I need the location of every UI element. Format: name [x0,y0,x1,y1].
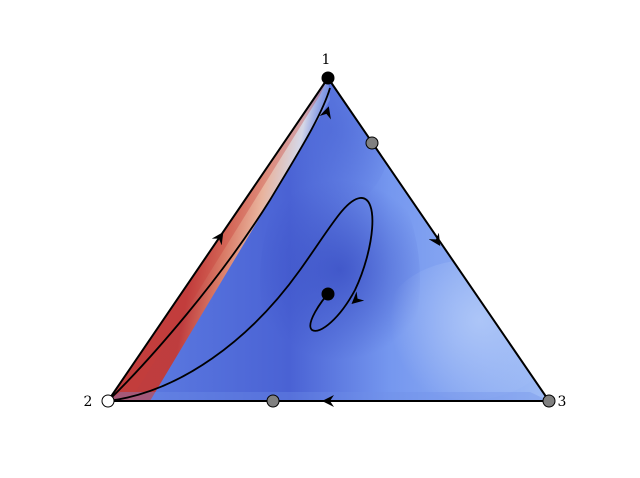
equilibrium-vertex-3 [542,394,556,408]
trajectory-spiral [107,197,374,402]
equilibrium-vertex-2 [101,394,115,408]
equilibrium-vertex-1 [321,71,335,85]
trajectory-outer [107,87,331,402]
equilibrium-interior [321,287,335,301]
equilibrium-edge-1-3 [365,136,379,150]
vertex-label-1: 1 [322,52,331,68]
vertex-label-3: 3 [558,394,567,410]
heatmap-field [108,78,549,401]
vertex-label-2: 2 [84,394,93,410]
equilibrium-edge-2-3 [266,394,280,408]
